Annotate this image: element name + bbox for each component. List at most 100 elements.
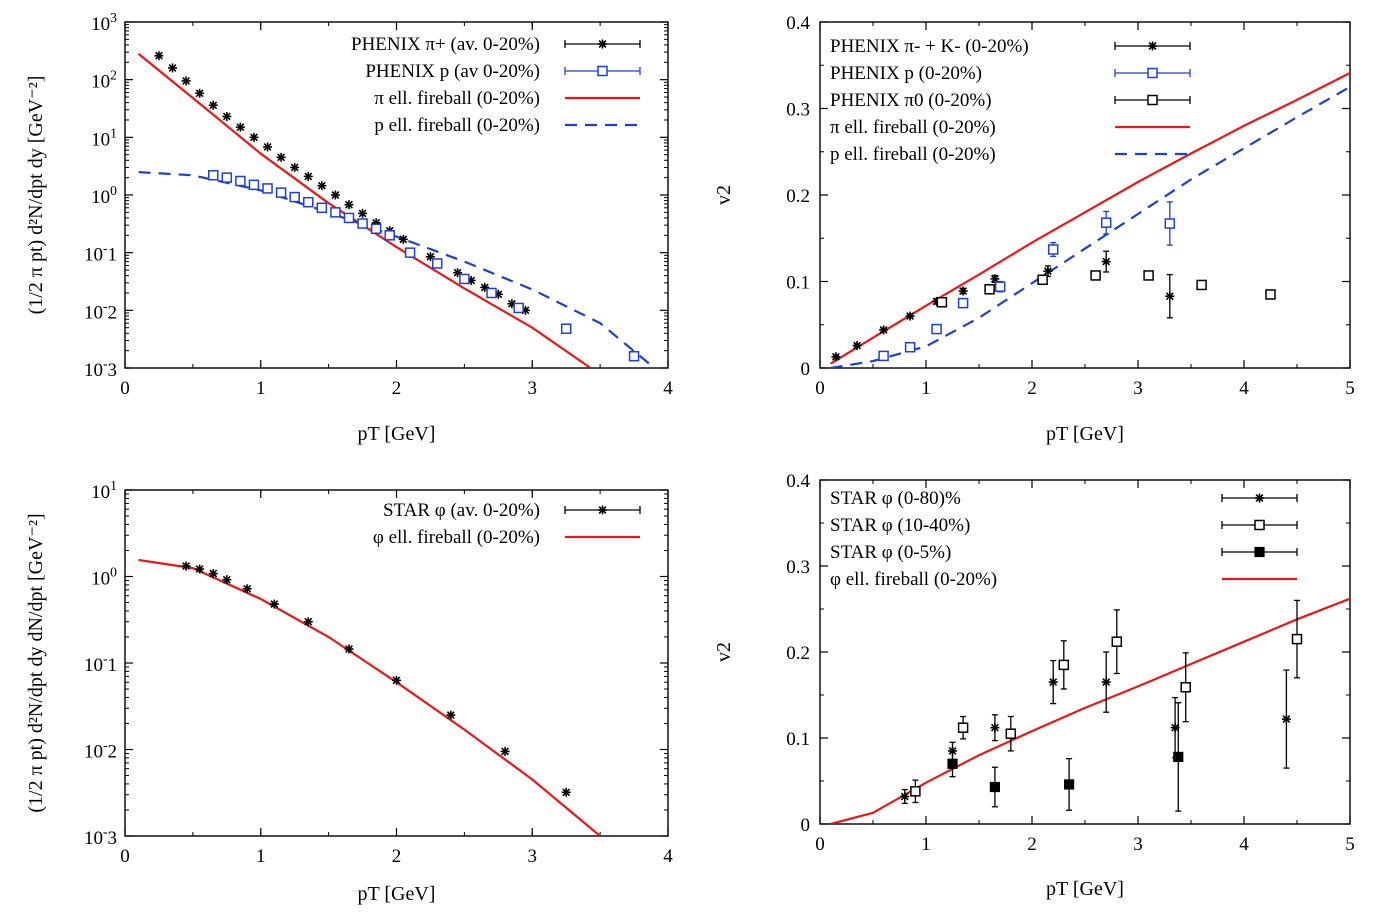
data-point [878, 350, 889, 362]
data-point [154, 51, 164, 61]
plot-area [138, 558, 601, 836]
legend-sample [564, 65, 641, 77]
y-tick-label: 10-3 [84, 356, 117, 381]
plot-area [830, 597, 1350, 824]
data-point [989, 781, 1001, 793]
data-point [275, 187, 287, 198]
data-point [181, 76, 191, 86]
data-point [957, 722, 969, 733]
data-point [357, 218, 368, 229]
data-point [560, 323, 572, 334]
series-curve-4 [830, 597, 1350, 824]
legend-sample [1114, 67, 1191, 79]
data-point [486, 287, 497, 299]
data-point [984, 284, 995, 295]
legend-label: STAR φ (av. 0-20%) [383, 500, 540, 521]
y-tick-label: 0 [801, 815, 811, 836]
data-point [358, 208, 368, 218]
data-point [248, 179, 260, 191]
x-tick-label: 0 [815, 378, 825, 399]
data-point [1196, 279, 1207, 291]
data-point [235, 122, 245, 132]
legend-label: p ell. fireball (0-20%) [374, 115, 540, 136]
data-point [947, 758, 958, 769]
y-tick-label: 10-1 [84, 241, 117, 266]
data-point [195, 88, 205, 98]
data-point [384, 230, 395, 241]
data-point [1090, 270, 1101, 281]
x-tick-label: 4 [663, 378, 673, 399]
legend-label: φ ell. fireball (0-20%) [373, 527, 540, 548]
x-tick-label: 4 [663, 846, 673, 867]
data-point [316, 202, 328, 214]
legend-marker [1147, 67, 1158, 79]
series-points-2 [878, 201, 1176, 362]
data-point [290, 162, 300, 172]
data-point [1037, 274, 1048, 286]
y-tick-label: 103 [91, 10, 117, 35]
data-point [500, 746, 510, 756]
y-tick-label: 10-2 [84, 738, 117, 763]
series-points-3 [936, 270, 1276, 308]
data-point [990, 274, 1000, 284]
series-points-1 [181, 561, 571, 797]
data-point [628, 350, 640, 362]
data-point [910, 786, 921, 797]
chart-panel-2: 0 1 2 3 4 5 0 0.1 0.2 0.3 0.4 pT [GeV] v2 PHENIX π- +… [713, 13, 1355, 445]
x-axis-ticks: 0 1 2 3 4 [120, 490, 673, 867]
x-tick-label: 3 [1133, 834, 1143, 855]
data-point [1043, 266, 1053, 276]
data-point [303, 196, 314, 208]
x-tick-label: 5 [1345, 378, 1355, 399]
series-points-2 [207, 170, 640, 362]
data-point [1265, 289, 1276, 300]
x-tick-label: 1 [921, 378, 931, 399]
x-tick-label: 3 [528, 378, 538, 399]
plot-area [830, 72, 1350, 368]
legend-label: p ell. fireball (0-20%) [830, 144, 996, 165]
legend-marker [1148, 41, 1157, 51]
data-point [1111, 636, 1123, 647]
x-tick-label: 1 [921, 834, 931, 855]
data-point [181, 561, 191, 571]
data-point [904, 341, 916, 353]
data-point [1173, 751, 1184, 763]
data-point [900, 791, 910, 801]
y-axis-ticks: 10-3 10-2 10-1 100 101 [84, 478, 668, 849]
x-tick-label: 3 [1133, 378, 1143, 399]
data-point [222, 111, 232, 121]
data-point [1165, 291, 1175, 301]
data-point [459, 273, 470, 285]
legend-marker [1255, 493, 1264, 503]
series-points-1 [831, 250, 1175, 362]
data-point [1143, 270, 1154, 281]
data-point [561, 787, 571, 797]
legend-sample [1114, 94, 1191, 106]
y-tick-label: 0.2 [786, 186, 810, 207]
x-tick-label: 5 [1345, 834, 1355, 855]
data-point [879, 325, 889, 335]
y-axis-label: (1/2 π pt) d²N/dpt dy dN/dpt [GeV⁻²] [25, 513, 47, 812]
series-points-2 [910, 599, 1303, 804]
legend-label: STAR φ (0-80)% [830, 488, 961, 509]
y-tick-label: 10-2 [84, 298, 117, 323]
y-axis-ticks: 10-3 10-2 10-1 100 101 102 103 [84, 10, 668, 381]
legend-sample [1221, 519, 1298, 531]
x-tick-label: 0 [120, 846, 130, 867]
data-point [303, 171, 313, 181]
y-tick-label: 0.4 [786, 471, 810, 492]
plot-area [137, 51, 656, 368]
y-axis-ticks: 0 0.1 0.2 0.3 0.4 [786, 13, 1350, 380]
chart-panel-4: 0 1 2 3 4 5 0 0.1 0.2 0.3 0.4 pT [GeV] v2 STAR φ (0-8… [713, 471, 1355, 900]
y-tick-label: 0 [801, 359, 811, 380]
y-tick-label: 0.3 [786, 557, 810, 578]
y-axis-ticks: 0 0.1 0.2 0.3 0.4 [786, 471, 1350, 836]
data-point [1101, 677, 1111, 687]
data-point [276, 152, 286, 162]
data-point [1100, 217, 1112, 228]
legend-marker [1254, 546, 1265, 558]
x-tick-label: 2 [1027, 378, 1037, 399]
y-tick-label: 10-3 [84, 824, 117, 849]
legend-sample [564, 39, 641, 49]
